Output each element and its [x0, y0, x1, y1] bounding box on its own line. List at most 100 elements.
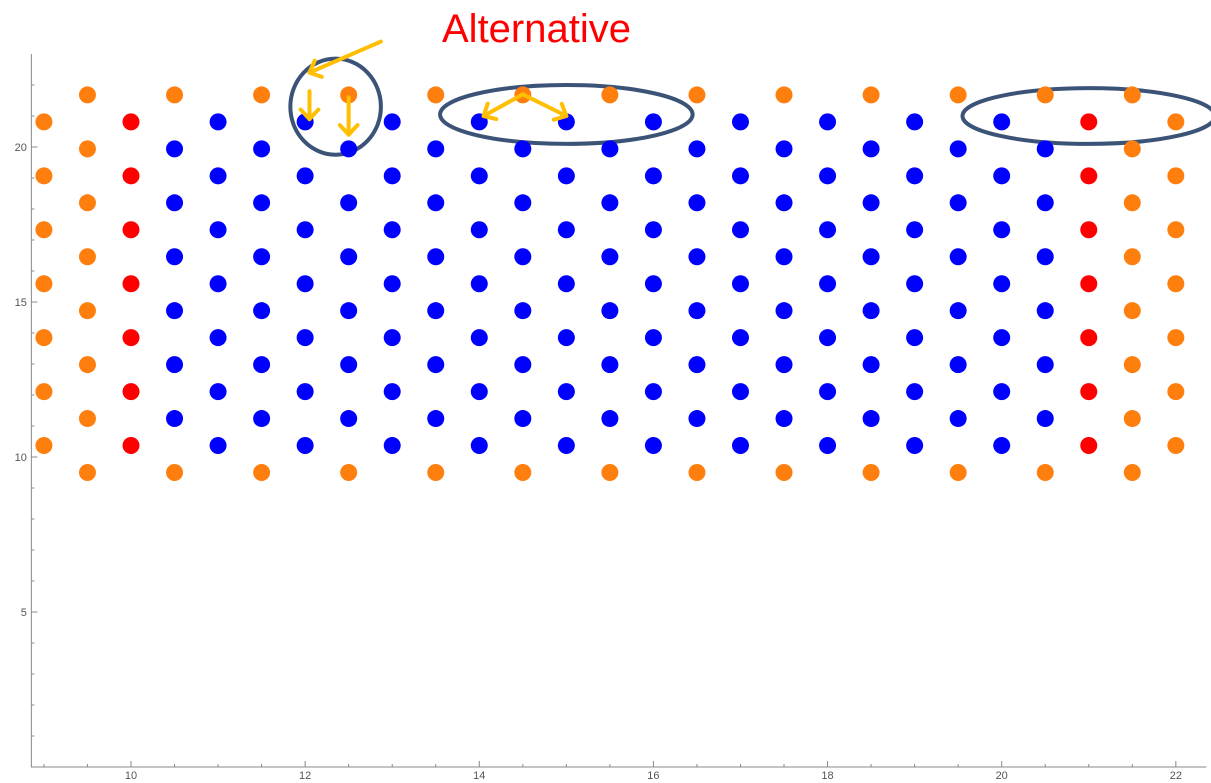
blue-point — [296, 275, 314, 293]
x-tick-label: 20 — [996, 770, 1008, 782]
orange-point — [514, 464, 532, 481]
blue-point — [470, 329, 488, 347]
red-point — [1080, 437, 1098, 455]
y-tick-label: 15 — [15, 297, 27, 309]
blue-point — [166, 248, 184, 266]
orange-point — [1167, 383, 1185, 401]
blue-point — [514, 410, 532, 428]
blue-point — [470, 275, 488, 293]
blue-point — [209, 275, 227, 293]
blue-point — [993, 221, 1011, 239]
blue-point — [819, 113, 837, 131]
blue-point — [601, 356, 619, 374]
red-point — [122, 437, 140, 455]
orange-point — [1123, 140, 1141, 158]
x-tick-label: 14 — [473, 770, 485, 782]
blue-point — [296, 167, 314, 185]
arrow-head — [298, 107, 321, 122]
blue-point — [949, 140, 967, 158]
orange-point — [78, 302, 96, 320]
blue-point — [383, 383, 401, 401]
blue-point — [209, 383, 227, 401]
blue-point — [601, 140, 619, 158]
blue-point — [1036, 356, 1054, 374]
red-point — [1080, 275, 1098, 293]
orange-point — [78, 356, 96, 374]
arrow — [520, 92, 569, 122]
blue-point — [340, 194, 358, 212]
blue-point — [906, 383, 924, 401]
orange-point — [1036, 86, 1054, 104]
blue-point — [862, 194, 880, 212]
blue-point — [1036, 410, 1054, 428]
blue-point — [993, 437, 1011, 455]
blue-point — [209, 437, 227, 455]
blue-point — [775, 194, 793, 212]
blue-point — [644, 275, 662, 293]
blue-point — [340, 302, 358, 320]
blue-point — [1036, 140, 1054, 158]
blue-point — [1036, 302, 1054, 320]
orange-point — [78, 410, 96, 428]
blue-point — [862, 302, 880, 320]
orange-point — [253, 86, 271, 104]
blue-point — [166, 140, 184, 158]
blue-point — [731, 275, 749, 293]
orange-point — [1167, 221, 1185, 239]
y-tick-label: 5 — [21, 607, 27, 619]
blue-point — [775, 248, 793, 266]
blue-point — [340, 248, 358, 266]
orange-point — [1036, 464, 1054, 481]
red-point — [1080, 113, 1098, 131]
blue-point — [253, 194, 271, 212]
blue-point — [166, 356, 184, 374]
blue-point — [340, 140, 358, 158]
arrow-annotations — [298, 39, 569, 137]
blue-point — [644, 221, 662, 239]
blue-point — [427, 248, 445, 266]
blue-point — [166, 302, 184, 320]
orange-point — [601, 464, 619, 481]
orange-point — [35, 275, 53, 293]
blue-point — [514, 302, 532, 320]
blue-point — [688, 356, 706, 374]
orange-point — [253, 464, 271, 481]
blue-point — [644, 329, 662, 347]
blue-point — [819, 167, 837, 185]
blue-point — [688, 140, 706, 158]
blue-point — [775, 302, 793, 320]
blue-point — [557, 275, 575, 293]
arrow — [307, 39, 383, 79]
ellipse-annotations — [288, 56, 1211, 157]
blue-point — [688, 302, 706, 320]
blue-point — [862, 410, 880, 428]
arrow-shaft — [481, 92, 525, 118]
blue-point — [383, 275, 401, 293]
orange-point — [949, 86, 967, 104]
orange-point — [1167, 167, 1185, 185]
blue-point — [514, 248, 532, 266]
blue-point — [253, 140, 271, 158]
highlight-ellipse — [288, 56, 383, 157]
orange-point — [1123, 194, 1141, 212]
y-tick-label: 10 — [15, 452, 27, 464]
blue-point — [209, 113, 227, 131]
orange-point — [1123, 248, 1141, 266]
blue-point — [514, 356, 532, 374]
highlight-ellipse — [960, 86, 1211, 146]
blue-point — [906, 437, 924, 455]
blue-point — [427, 194, 445, 212]
blue-point — [993, 113, 1011, 131]
orange-point — [427, 464, 445, 481]
x-tick-label: 10 — [125, 770, 137, 782]
blue-point — [296, 221, 314, 239]
orange-point — [1167, 329, 1185, 347]
red-point — [122, 113, 140, 131]
blue-point — [557, 329, 575, 347]
red-point — [122, 383, 140, 401]
blue-point — [601, 194, 619, 212]
blue-point — [470, 221, 488, 239]
blue-point — [688, 248, 706, 266]
blue-point — [819, 329, 837, 347]
blue-point — [819, 275, 837, 293]
